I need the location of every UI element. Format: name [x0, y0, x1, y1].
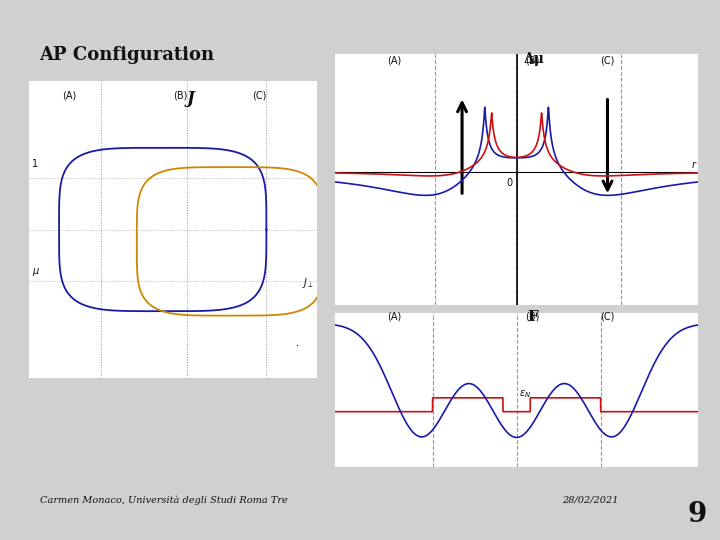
Text: $\varepsilon_N$: $\varepsilon_N$ — [519, 388, 531, 400]
Text: J: J — [186, 90, 194, 107]
Text: 9: 9 — [688, 501, 707, 528]
Text: (C): (C) — [600, 56, 615, 65]
Text: $\cdot$: $\cdot$ — [295, 340, 300, 350]
Text: Δμ: Δμ — [523, 52, 544, 66]
Text: (A): (A) — [387, 312, 401, 321]
Text: (B): (B) — [526, 56, 540, 65]
Text: AP Configuration: AP Configuration — [40, 46, 215, 64]
Text: (B): (B) — [173, 91, 187, 101]
Text: F: F — [527, 310, 538, 324]
Text: 1: 1 — [32, 159, 38, 169]
Text: (C): (C) — [252, 91, 266, 101]
Text: $J_\perp$: $J_\perp$ — [302, 276, 315, 290]
Text: (A): (A) — [387, 56, 401, 65]
Text: (B): (B) — [526, 312, 540, 321]
Text: r: r — [692, 160, 696, 170]
Text: $\mu$: $\mu$ — [32, 266, 40, 278]
Text: (C): (C) — [600, 312, 615, 321]
Text: Carmen Monaco, Università degli Studi Roma Tre: Carmen Monaco, Università degli Studi Ro… — [40, 496, 287, 505]
Text: (A): (A) — [62, 91, 76, 101]
Text: 0: 0 — [507, 178, 513, 188]
Text: 28/02/2021: 28/02/2021 — [562, 496, 618, 505]
